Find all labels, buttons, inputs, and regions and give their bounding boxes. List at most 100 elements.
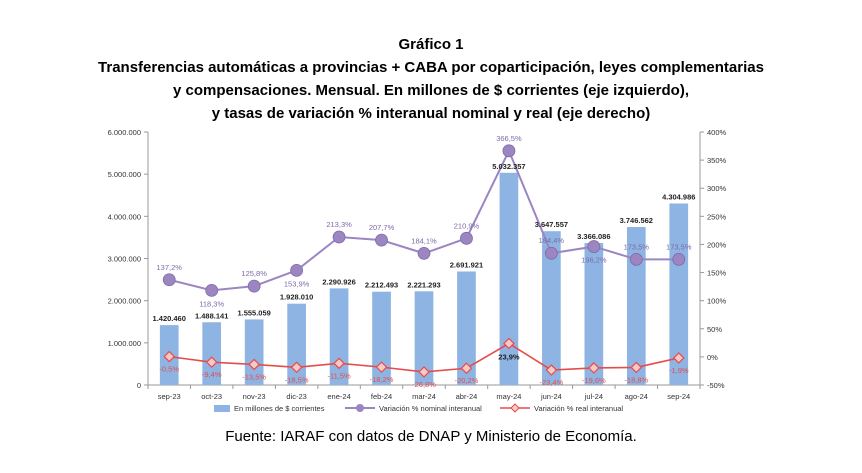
- real-label: -13,5%: [242, 372, 266, 381]
- x-tick-label: may-24: [496, 392, 521, 401]
- nominal-label: 207,7%: [369, 223, 395, 232]
- real-point: [503, 337, 515, 350]
- chart-title: Gráfico 1: [398, 36, 464, 53]
- nominal-point: [332, 230, 346, 244]
- bar: [457, 271, 476, 385]
- real-label: -23,4%: [540, 378, 564, 387]
- left-tick-label: 0: [137, 381, 141, 390]
- x-tick-label: abr-24: [456, 392, 478, 401]
- chart-subtitle-line-2: y compensaciones. Mensual. En millones d…: [173, 82, 689, 99]
- real-label: -18,8%: [624, 375, 648, 384]
- nominal-point: [587, 240, 601, 253]
- nominal-label: 173,5%: [666, 242, 692, 251]
- real-label: -20,2%: [455, 376, 479, 385]
- real-point: [418, 366, 430, 378]
- real-point: [248, 358, 261, 371]
- nominal-point: [375, 233, 388, 247]
- bar: [669, 203, 689, 385]
- bar-label: 5.032.357: [492, 162, 525, 171]
- legend-label-nominal: Variación % nominal interanual: [379, 404, 482, 413]
- x-tick-label: nov-23: [243, 392, 266, 401]
- real-label: -11,5%: [327, 371, 351, 380]
- bar-label: 3.366.086: [577, 232, 610, 241]
- x-tick-label: mar-24: [412, 392, 436, 401]
- bar: [499, 172, 519, 385]
- nominal-point: [247, 279, 261, 293]
- left-tick-label: 1.000.000: [108, 339, 141, 348]
- bar-label: 4.304.986: [662, 192, 695, 201]
- real-point: [545, 364, 558, 376]
- bar: [626, 227, 646, 385]
- nominal-label: 153,9%: [284, 279, 310, 288]
- nominal-label: 210,9%: [454, 221, 480, 230]
- left-tick-label: 2.000.000: [108, 297, 141, 306]
- legend-label-bars: En millones de $ corrientes: [234, 404, 325, 413]
- bar-label: 1.928.010: [280, 293, 313, 302]
- bar-label: 3.647.557: [535, 220, 568, 229]
- nominal-label: 118,3%: [199, 299, 224, 308]
- nominal-point: [205, 283, 219, 297]
- right-tick-label: -50%: [707, 381, 725, 390]
- nominal-point: [290, 263, 304, 277]
- real-point: [333, 357, 345, 370]
- nominal-point: [460, 231, 473, 245]
- x-tick-label: sep-23: [158, 392, 181, 401]
- right-tick-label: 50%: [707, 325, 722, 334]
- right-tick-label: 350%: [707, 156, 727, 165]
- real-label: -18,5%: [285, 375, 309, 384]
- right-tick-label: 300%: [707, 184, 727, 193]
- right-tick-label: 200%: [707, 240, 727, 249]
- real-label: -19,6%: [582, 376, 606, 385]
- nominal-point: [162, 273, 176, 287]
- x-tick-label: jul-24: [584, 392, 603, 401]
- nominal-label: 173,5%: [624, 242, 650, 251]
- real-label: 23,9%: [498, 352, 520, 361]
- nominal-label: 213,3%: [326, 220, 352, 229]
- chart: 0 1.000.000 2.000.000 3.000.000 4.000.000 5.0…: [108, 128, 727, 413]
- bar: [542, 231, 561, 385]
- right-tick-label: 0%: [707, 353, 718, 362]
- real-label: -1,9%: [669, 366, 689, 375]
- bar-label: 2.290.926: [322, 277, 355, 286]
- right-tick-label: 400%: [707, 128, 727, 137]
- nominal-label: 125,8%: [241, 269, 267, 278]
- left-tick-label: 5.000.000: [108, 170, 141, 179]
- nominal-point: [417, 246, 431, 260]
- nominal-label: 184,1%: [411, 236, 437, 245]
- bar: [287, 303, 306, 385]
- real-point: [205, 356, 218, 369]
- real-point: [672, 352, 685, 364]
- nominal-point: [629, 252, 643, 266]
- x-tick-label: oct-23: [201, 392, 222, 401]
- bar: [202, 322, 222, 385]
- legend-marker-nominal: [356, 404, 364, 412]
- real-point: [163, 350, 176, 363]
- real-point: [587, 362, 600, 374]
- bar: [372, 291, 391, 385]
- nominal-point: [502, 144, 516, 158]
- nominal-label: 196,2%: [581, 256, 607, 265]
- bar: [584, 243, 604, 385]
- real-point: [630, 361, 643, 374]
- x-tick-label: dic-23: [286, 392, 306, 401]
- real-label: -26,8%: [412, 380, 436, 389]
- legend-marker-real: [510, 403, 520, 413]
- nominal-point: [672, 252, 686, 266]
- nominal-label: 184,4%: [539, 236, 565, 245]
- x-tick-label: ago-24: [625, 392, 648, 401]
- bar-label: 1.420.460: [153, 314, 186, 323]
- bar-label: 2.691.921: [450, 260, 483, 269]
- nominal-point: [544, 246, 558, 260]
- nominal-label: 137,2%: [157, 263, 183, 272]
- source-note: Fuente: IARAF con datos de DNAP y Minist…: [225, 428, 637, 445]
- right-tick-label: 250%: [707, 212, 727, 221]
- right-tick-label: 100%: [707, 297, 727, 306]
- bar-label: 1.555.059: [237, 308, 270, 317]
- bar: [244, 319, 264, 385]
- left-tick-label: 6.000.000: [108, 128, 141, 137]
- legend-swatch-bars: [214, 405, 230, 412]
- left-tick-label: 3.000.000: [108, 255, 141, 264]
- chart-subtitle-line-3: y tasas de variación % interanual nomina…: [211, 105, 651, 122]
- x-tick-label: ene-24: [327, 392, 350, 401]
- real-label: -0,5%: [159, 365, 179, 374]
